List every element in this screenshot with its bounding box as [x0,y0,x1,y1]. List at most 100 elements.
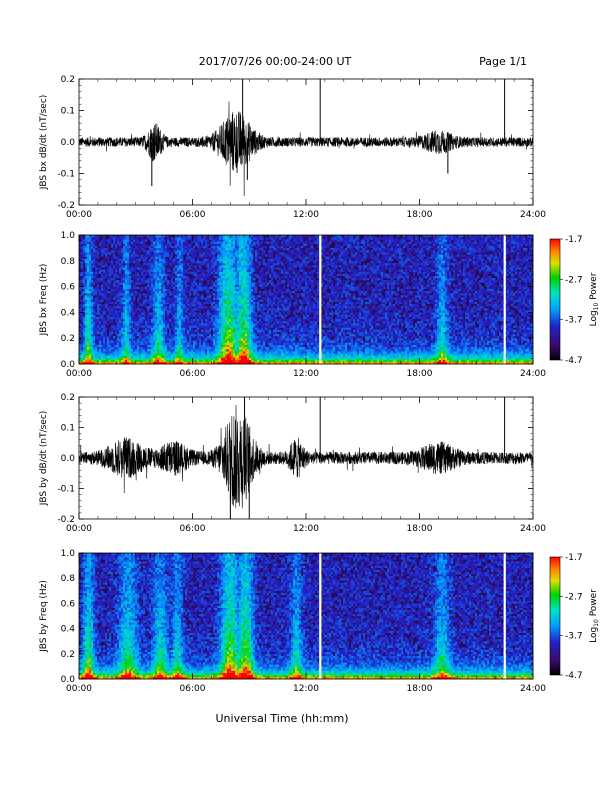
heatmap-cell [199,305,202,309]
heatmap-cell [157,265,160,268]
heatmap-cell [121,316,124,320]
heatmap-cell [193,359,196,363]
heatmap-cell [125,267,128,270]
heatmap-cell [81,325,84,328]
heatmap-cell [187,336,190,339]
heatmap-cell [127,284,130,287]
heatmap-cell [131,280,134,283]
heatmap-cell [221,344,224,348]
heatmap-cell [109,254,112,257]
heatmap-cell [115,318,118,322]
heatmap-cell [157,297,160,300]
heatmap-cell [205,333,208,337]
heatmap-cell [85,357,88,360]
heatmap-cell [121,355,124,358]
heatmap-cell [245,280,248,283]
heatmap-cell [155,299,158,302]
heatmap-cell [223,245,226,249]
heatmap-cell [157,318,160,322]
heatmap-cell [125,299,128,302]
heatmap-cell [163,262,166,266]
heatmap-cell [209,235,212,238]
heatmap-cell [131,303,134,307]
heatmap-cell [141,314,144,317]
heatmap-cell [251,299,254,302]
heatmap-cell [177,295,180,298]
heatmap-cell [235,312,238,315]
heatmap-cell [255,359,258,363]
heatmap-cell [185,325,188,328]
heatmap-cell [161,256,164,259]
heatmap-cell [79,316,82,320]
heatmap-cell [173,327,176,330]
heatmap-cell [233,269,236,272]
heatmap-cell [215,329,218,333]
heatmap-cell [125,361,128,365]
heatmap-cell [199,346,202,350]
heatmap-cell [185,331,188,335]
heatmap-cell [221,250,224,253]
heatmap-cell [145,258,148,262]
heatmap-cell [249,241,252,244]
heatmap-cell [139,288,142,292]
heatmap-cell [89,247,92,251]
heatmap-cell [89,353,92,356]
heatmap-cell [239,327,242,330]
heatmap-cell [139,316,142,320]
heatmap-cell [137,258,140,262]
heatmap-cell [183,278,186,281]
heatmap-cell [195,237,198,240]
heatmap-cell [111,237,114,240]
heatmap-cell [137,348,140,352]
heatmap-cell [251,243,254,247]
heatmap-cell [147,344,150,348]
heatmap-cell [207,260,210,264]
heatmap-cell [227,247,230,251]
heatmap-cell [207,357,210,360]
heatmap-cell [107,271,110,274]
heatmap-cell [245,316,248,320]
heatmap-cell [231,295,234,298]
heatmap-cell [89,327,92,330]
heatmap-cell [197,338,200,341]
heatmap-cell [117,269,120,272]
heatmap-cell [239,348,242,352]
heatmap-cell [177,245,180,249]
heatmap-cell [125,297,128,300]
heatmap-cell [125,278,128,281]
heatmap-cell [239,278,242,281]
heatmap-cell [167,301,170,305]
heatmap-cell [211,254,214,257]
heatmap-cell [183,241,186,244]
heatmap-cell [197,353,200,356]
heatmap-cell [183,329,186,333]
heatmap-cell [185,316,188,320]
heatmap-cell [149,305,152,309]
heatmap-cell [211,243,214,247]
heatmap-cell [181,353,184,356]
heatmap-cell [129,239,132,242]
heatmap-cell [159,327,162,330]
heatmap-cell [133,329,136,333]
heatmap-cell [223,353,226,356]
heatmap-cell [143,286,146,290]
heatmap-cell [147,280,150,283]
heatmap-cell [175,265,178,268]
heatmap-cell [159,331,162,335]
heatmap-cell [161,314,164,317]
heatmap-cell [117,262,120,266]
heatmap-cell [197,361,200,365]
heatmap-cell [219,336,222,339]
heatmap-cell [181,310,184,313]
heatmap-cell [83,245,86,249]
heatmap-cell [247,340,250,343]
heatmap-cell [213,342,216,345]
heatmap-cell [143,338,146,341]
heatmap-cell [87,284,90,287]
heatmap-cell [133,346,136,350]
heatmap-cell [239,239,242,242]
heatmap-cell [237,284,240,287]
heatmap-cell [229,252,232,255]
heatmap-cell [115,331,118,335]
heatmap-cell [81,312,84,315]
